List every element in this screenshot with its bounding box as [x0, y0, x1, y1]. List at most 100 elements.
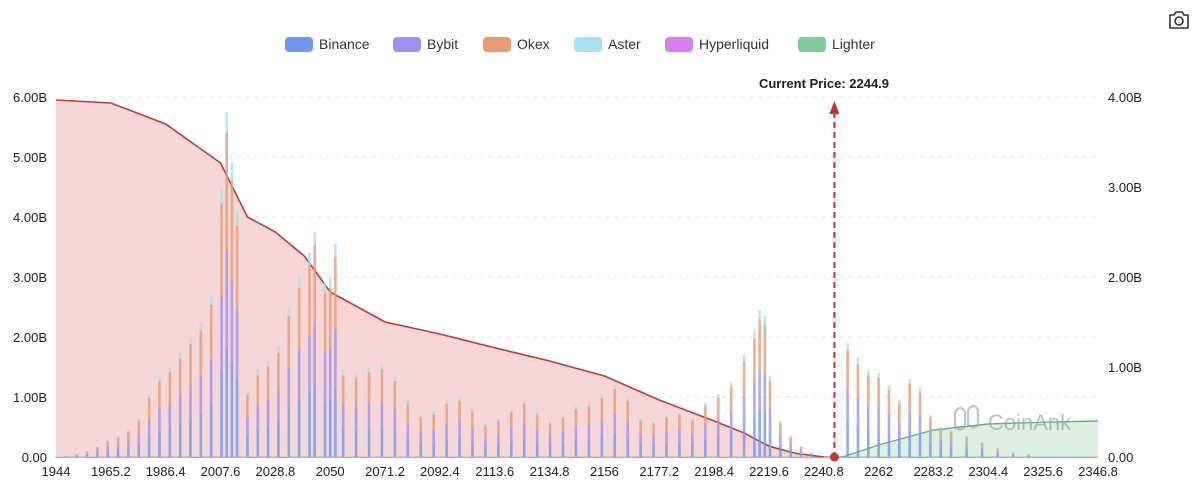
- liquidation-bar-segment: [393, 408, 397, 432]
- liquidation-bar-segment: [65, 456, 68, 458]
- liquidation-bar-segment: [225, 250, 229, 347]
- legend-item-hyperliquid[interactable]: Hyperliquid: [665, 34, 769, 54]
- legend-label-binance: Binance: [319, 36, 370, 52]
- liquidation-bar-segment: [230, 180, 234, 281]
- liquidation-bar-segment: [116, 450, 120, 457]
- liquidation-bar-segment: [626, 400, 630, 421]
- liquidation-bar-segment: [626, 437, 630, 457]
- x-tick-label: 2325.6: [1023, 464, 1063, 479]
- liquidation-bar-segment: [779, 421, 782, 424]
- liquidation-bar-segment: [287, 316, 291, 367]
- liquidation-bar-segment: [393, 431, 397, 457]
- liquidation-bar-segment: [665, 415, 668, 418]
- liquidation-bar-segment: [189, 337, 192, 345]
- liquidation-bar-segment: [535, 414, 539, 430]
- liquidation-bar-segment: [691, 420, 694, 434]
- liquidation-bar-segment: [949, 440, 953, 449]
- liquidation-bar-segment: [1027, 454, 1030, 456]
- liquidation-bar-segment: [220, 295, 223, 371]
- legend-label-bybit: Bybit: [427, 36, 459, 52]
- x-tick-label: 2346.8: [1078, 464, 1118, 479]
- liquidation-bar-segment: [367, 403, 371, 429]
- camera-icon[interactable]: [1166, 8, 1192, 32]
- legend-item-aster[interactable]: Aster: [574, 34, 641, 54]
- liquidation-bar-segment: [799, 450, 803, 454]
- liquidation-bar-segment: [189, 385, 192, 419]
- liquidation-bar-segment: [256, 429, 260, 457]
- liquidation-bar-segment: [75, 455, 78, 457]
- liquidation-bar-segment: [908, 410, 911, 433]
- liquidation-bar-segment: [866, 370, 870, 376]
- liquidation-bar-segment: [758, 310, 761, 319]
- legend-item-bybit[interactable]: Bybit: [393, 34, 458, 54]
- x-tick-label: 2050: [316, 464, 345, 479]
- liquidation-bar-segment: [137, 420, 141, 434]
- liquidation-bar-segment: [918, 388, 922, 393]
- liquidation-bar-segment: [367, 372, 371, 403]
- liquidation-bar-segment: [965, 436, 968, 438]
- liquidation-bar-segment: [209, 304, 213, 360]
- liquidation-bar-segment: [980, 452, 984, 457]
- liquidation-bar-segment: [323, 293, 327, 353]
- liquidation-bar-segment: [918, 415, 922, 435]
- liquidation-bar-segment: [704, 406, 707, 425]
- liquidation-bar-segment: [419, 415, 423, 418]
- legend-label-okex: Okex: [517, 36, 550, 52]
- legend-label-aster: Aster: [608, 36, 641, 52]
- liquidation-bar-segment: [866, 375, 870, 405]
- liquidation-bar-segment: [1011, 452, 1015, 455]
- liquidation-bar-segment: [96, 450, 99, 454]
- liquidation-bar-segment: [246, 435, 249, 457]
- x-tick-label: 2198.4: [694, 464, 734, 479]
- liquidation-bar-segment: [230, 163, 234, 181]
- liquidation-bar-segment: [127, 440, 130, 449]
- liquidation-bar-segment: [393, 376, 397, 381]
- liquidation-bar-segment: [380, 427, 384, 457]
- liquidation-bar-segment: [158, 376, 161, 381]
- liquidation-bar-segment: [334, 256, 337, 330]
- liquidation-bar-segment: [613, 389, 617, 414]
- liquidation-bar-segment: [742, 395, 746, 425]
- liquidation-bar-segment: [768, 431, 772, 457]
- liquidation-bar-segment: [939, 427, 943, 429]
- liquidation-bar-segment: [949, 448, 953, 457]
- y-left-tick-label: 0.00: [22, 450, 47, 465]
- liquidation-bar-segment: [323, 283, 327, 294]
- liquidation-bar-segment: [471, 428, 474, 442]
- liquidation-bar-segment: [1011, 455, 1015, 457]
- legend-swatch-okex: [483, 36, 511, 52]
- legend-item-okex[interactable]: Okex: [483, 34, 550, 54]
- liquidation-bar-segment: [600, 419, 604, 437]
- liquidation-bar-segment: [929, 443, 932, 457]
- liquidation-bar-segment: [484, 425, 487, 438]
- liquidation-bar-segment: [308, 391, 311, 457]
- liquidation-bar-segment: [908, 379, 911, 384]
- liquidation-bar-segment: [158, 408, 161, 432]
- liquidation-bar-segment: [626, 421, 630, 438]
- liquidation-bar-segment: [665, 443, 668, 457]
- liquidation-bar-segment: [127, 431, 130, 441]
- liquidation-bar-segment: [209, 405, 213, 457]
- liquidation-bar-segment: [996, 448, 999, 452]
- x-tick-label: 2219.6: [749, 464, 789, 479]
- liquidation-bar-segment: [235, 225, 239, 310]
- legend-item-binance[interactable]: Binance: [285, 34, 370, 54]
- liquidation-bar-segment: [106, 446, 110, 452]
- liquidation-bar-segment: [380, 369, 384, 402]
- axis-layer: 0.00 1.00B 2.00B 3.00B 4.00B 5.00B 6.00B 0.00 1.…: [13, 90, 1142, 479]
- liquidation-bar-segment: [716, 394, 720, 398]
- liquidation-bar-segment: [742, 355, 746, 362]
- liquidation-bar-segment: [497, 433, 500, 445]
- legend-item-lighter[interactable]: Lighter: [798, 34, 875, 54]
- liquidation-bar-segment: [297, 277, 301, 288]
- liquidation-bar-segment: [266, 426, 270, 457]
- liquidation-bar-segment: [220, 370, 223, 457]
- liquidation-bar-segment: [380, 364, 384, 370]
- liquidation-bar-segment: [334, 244, 337, 257]
- liquidation-bar-segment: [471, 441, 474, 457]
- liquidation-bar-segment: [328, 349, 332, 400]
- legend-swatch-hyperliquid: [665, 36, 693, 52]
- liquidation-bar-segment: [256, 375, 260, 405]
